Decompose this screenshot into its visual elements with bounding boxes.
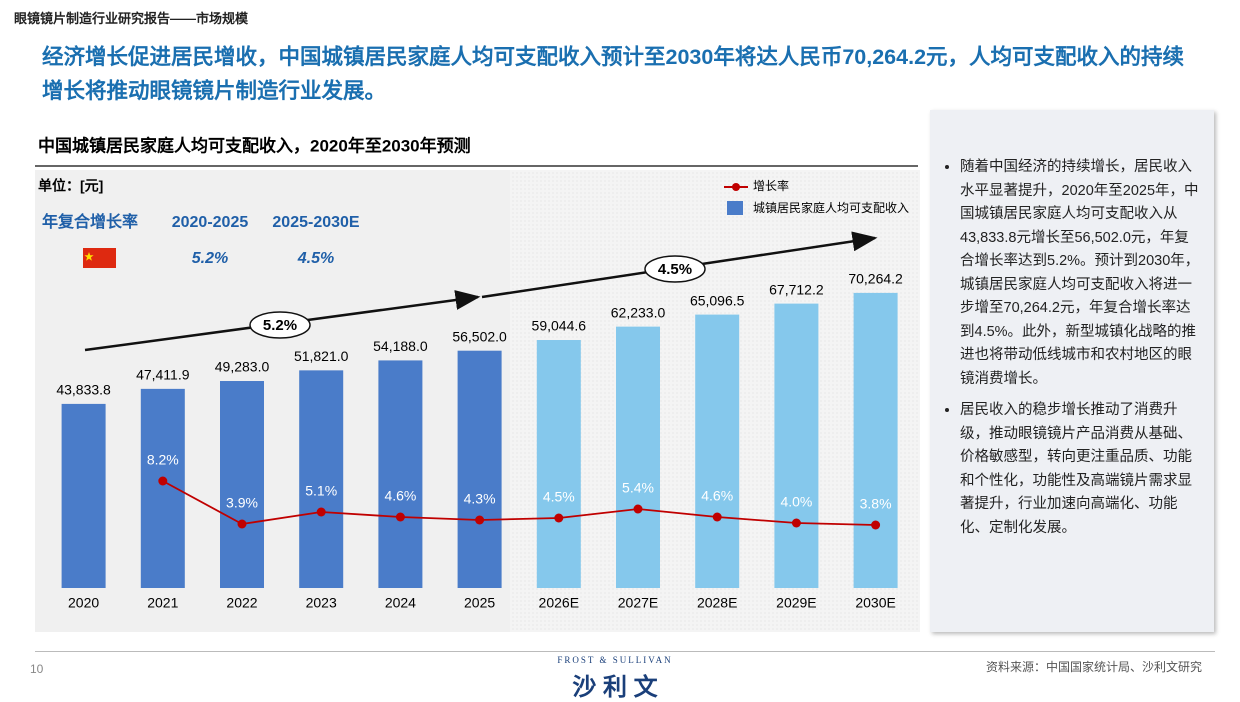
rate-point: [316, 507, 326, 517]
cagr-badge-label: 5.2%: [263, 317, 297, 334]
cagr-badge: [644, 255, 706, 283]
cagr-period: 2025-2030E: [272, 214, 360, 231]
rate-label: 4.6%: [384, 488, 416, 504]
rate-label: 8.2%: [147, 452, 179, 468]
cagr-badge: [249, 311, 311, 339]
rate-point: [554, 513, 564, 523]
legend-swatch: [732, 183, 740, 191]
bar: [774, 303, 819, 588]
bullet: 居民收入的稳步增长推动了消费升级，推动眼镜镜片产品消费从基础、价格敏感型，转向更…: [960, 399, 1202, 540]
cagr-value: 4.5%: [297, 250, 334, 267]
brand-en: FROST & SULLIVAN: [557, 655, 673, 665]
x-tick-label: 2025: [464, 595, 495, 611]
rate-point: [712, 512, 722, 522]
cagr-period: 2020-2025: [172, 214, 249, 231]
rate-label: 3.8%: [860, 496, 892, 512]
bar: [457, 350, 502, 588]
flag: [83, 248, 116, 268]
legend-label: 增长率: [753, 178, 789, 193]
rate-label: 3.9%: [226, 495, 258, 511]
bar-label: 56,502.0: [452, 328, 507, 344]
x-tick-label: 2030E: [855, 595, 895, 611]
bar-label: 67,712.2: [769, 281, 824, 297]
rate-point: [395, 512, 405, 522]
cagr-badge-label: 4.5%: [658, 261, 692, 278]
bar-label: 65,096.5: [690, 292, 745, 308]
rate-point: [158, 476, 168, 486]
x-tick-label: 2028E: [697, 595, 737, 611]
rate-point: [871, 520, 881, 530]
rate-point: [633, 504, 643, 514]
bullet: 随着中国经济的持续增长，居民收入水平显著提升，2020年至2025年，中国城镇居…: [960, 156, 1202, 391]
bar-label: 54,188.0: [373, 338, 428, 354]
bar-label: 59,044.6: [532, 318, 587, 334]
history-bg: [35, 170, 510, 632]
rate-label: 5.4%: [622, 480, 654, 496]
sidebar: 随着中国经济的持续增长，居民收入水平显著提升，2020年至2025年，中国城镇居…: [930, 110, 1214, 632]
bar-label: 62,233.0: [611, 304, 666, 320]
legend-swatch: [727, 201, 743, 215]
bar: [299, 370, 344, 588]
bar-label: 47,411.9: [136, 367, 190, 383]
rate-point: [237, 519, 247, 529]
bar: [853, 292, 898, 588]
cagr-title: 年复合增长率: [42, 212, 138, 231]
bar-label: 43,833.8: [56, 382, 111, 398]
rate-label: 4.5%: [543, 489, 575, 505]
chart-title: 中国城镇居民家庭人均可支配收入，2020年至2030年预测: [38, 135, 471, 155]
bar: [61, 403, 106, 588]
source: 资料来源：中国国家统计局、沙利文研究: [985, 660, 1202, 674]
bar-label: 70,264.2: [848, 271, 903, 287]
unit: 单位：[元]: [38, 178, 103, 194]
bar-label: 51,821.0: [294, 348, 349, 364]
rate-point: [791, 518, 801, 528]
x-tick-label: 2026E: [539, 595, 579, 611]
x-tick-label: 2029E: [776, 595, 816, 611]
rate-label: 4.3%: [464, 491, 496, 507]
x-tick-label: 2021: [147, 595, 178, 611]
rate-label: 5.1%: [305, 483, 337, 499]
headline: 经济增长促进居民增收，中国城镇居民家庭人均可支配收入预计至2030年将达人民币7…: [42, 45, 1185, 103]
bar: [220, 381, 264, 588]
x-tick-label: 2022: [226, 595, 257, 611]
chart: 中国城镇居民家庭人均可支配收入，2020年至2030年预测 单位：[元] 年复合…: [35, 135, 920, 632]
section-title: 眼镜镜片制造行业研究报告——市场规模: [14, 11, 249, 26]
rate-label: 4.0%: [780, 494, 812, 510]
rate-line: [162, 480, 876, 526]
x-tick-label: 2027E: [618, 595, 658, 611]
bar: [695, 314, 740, 588]
x-tick-label: 2023: [306, 595, 337, 611]
rate-label: 4.6%: [701, 488, 733, 504]
bar-label: 49,283.0: [215, 359, 270, 375]
rate-point: [475, 515, 485, 525]
footer-rule: [35, 651, 1215, 652]
page-number: 10: [30, 662, 44, 676]
bar: [378, 360, 423, 588]
bar: [616, 326, 660, 588]
legend-label: 城镇居民家庭人均可支配收入: [753, 200, 909, 215]
bar: [536, 340, 581, 588]
x-tick-label: 2024: [385, 595, 416, 611]
cagr-value: 5.2%: [192, 250, 228, 267]
x-tick-label: 2020: [68, 595, 99, 611]
